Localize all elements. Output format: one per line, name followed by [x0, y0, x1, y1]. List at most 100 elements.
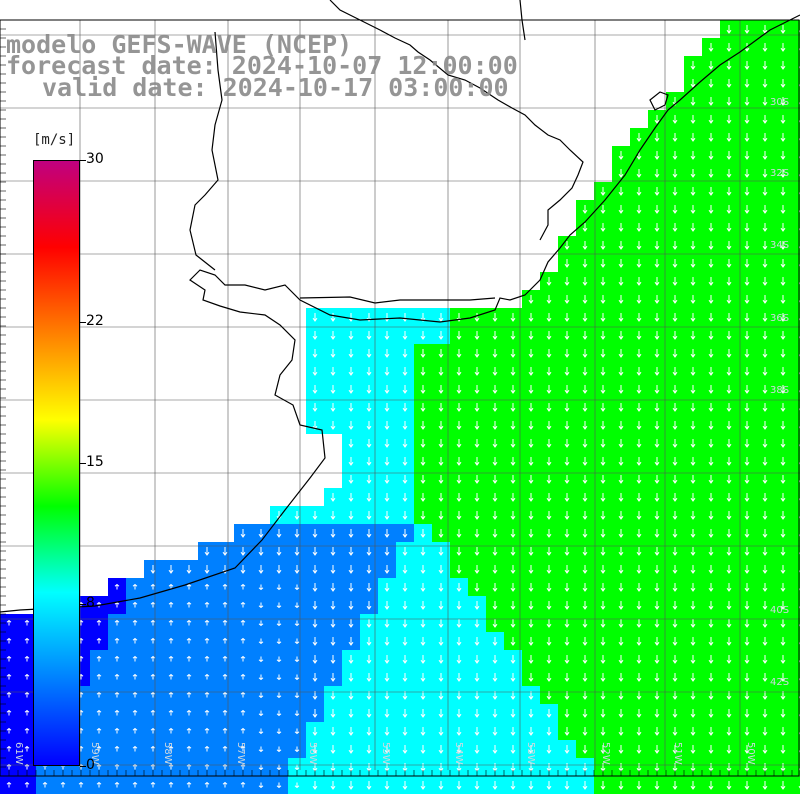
wind-arrow — [726, 223, 732, 232]
wind-arrow — [240, 655, 246, 662]
wind-arrow — [744, 637, 750, 646]
wind-arrow — [564, 619, 570, 628]
wind-arrow — [258, 746, 264, 753]
wind-arrow — [348, 601, 354, 610]
wind-arrow — [168, 637, 174, 644]
wind-arrow — [780, 637, 786, 646]
wind-arrow — [762, 97, 768, 106]
wind-arrow — [384, 619, 390, 628]
wind-arrow — [402, 493, 408, 502]
wind-arrow — [600, 637, 606, 646]
wind-arrow — [420, 583, 426, 592]
wind-arrow — [330, 565, 336, 574]
wind-arrow — [672, 565, 678, 574]
wind-arrow — [636, 673, 642, 682]
wind-arrow — [420, 421, 426, 430]
wind-arrow — [762, 529, 768, 538]
wind-arrow — [510, 331, 516, 340]
wind-arrow — [744, 691, 750, 700]
wind-arrow — [726, 601, 732, 610]
wind-arrow — [420, 439, 426, 448]
wind-arrow — [528, 385, 534, 394]
wind-arrow — [672, 511, 678, 520]
wind-arrow — [258, 728, 264, 735]
wind-arrow — [474, 421, 480, 430]
wind-cell — [792, 128, 800, 146]
wind-arrow — [618, 151, 624, 160]
wind-arrow — [708, 385, 714, 394]
wind-speed-field — [0, 20, 800, 794]
wind-arrow — [204, 709, 210, 716]
wind-arrow — [618, 727, 624, 736]
wind-arrow — [60, 781, 66, 788]
wind-arrow — [402, 421, 408, 430]
wind-arrow — [492, 745, 498, 754]
wind-arrow — [312, 601, 318, 610]
wind-arrow — [780, 331, 786, 340]
wind-arrow — [438, 619, 444, 628]
wind-arrow — [564, 331, 570, 340]
wind-arrow — [384, 529, 390, 538]
wind-arrow — [276, 692, 282, 699]
wind-arrow — [204, 727, 210, 734]
wind-arrow — [474, 349, 480, 358]
wind-arrow — [330, 529, 336, 538]
wind-arrow — [294, 746, 300, 753]
wind-arrow — [744, 133, 750, 142]
wind-arrow — [582, 709, 588, 718]
wind-arrow — [546, 529, 552, 538]
wind-arrow — [780, 25, 786, 34]
wind-arrow — [726, 511, 732, 520]
wind-arrow — [600, 259, 606, 268]
longitude-label: 50W — [745, 742, 756, 765]
wind-arrow — [96, 691, 102, 698]
wind-arrow — [420, 745, 426, 754]
wind-arrow — [654, 241, 660, 250]
wind-arrow — [780, 97, 786, 106]
wind-arrow — [600, 511, 606, 520]
wind-arrow — [582, 727, 588, 736]
wind-arrow — [222, 637, 228, 644]
wind-cell — [792, 92, 800, 110]
wind-arrow — [708, 79, 714, 88]
wind-arrow — [762, 169, 768, 178]
wind-arrow — [114, 709, 120, 716]
wind-arrow — [636, 169, 642, 178]
wind-arrow — [168, 781, 174, 788]
wind-arrow — [438, 511, 444, 520]
wind-arrow — [204, 655, 210, 662]
coastline — [0, 0, 800, 613]
wind-arrow — [636, 583, 642, 592]
wind-arrow — [240, 709, 246, 716]
wind-arrow — [654, 151, 660, 160]
wind-arrow — [744, 331, 750, 340]
wind-arrow — [672, 601, 678, 610]
wind-arrow — [348, 781, 354, 790]
wind-arrow — [276, 710, 282, 717]
wind-arrow — [726, 421, 732, 430]
wind-arrow — [600, 439, 606, 448]
wind-arrow — [348, 385, 354, 394]
wind-arrow — [780, 583, 786, 592]
wind-arrow — [690, 529, 696, 538]
longitude-label: 59W — [89, 742, 100, 765]
wind-arrow — [384, 385, 390, 394]
wind-arrow — [492, 547, 498, 556]
wind-arrow — [654, 529, 660, 538]
wind-cell — [792, 506, 800, 524]
wind-arrow — [222, 727, 228, 734]
wind-arrow — [690, 691, 696, 700]
wind-arrow — [438, 745, 444, 754]
wind-arrow — [294, 638, 300, 645]
wind-arrow — [690, 421, 696, 430]
wind-arrow — [564, 349, 570, 358]
wind-arrow — [474, 493, 480, 502]
wind-arrow — [618, 475, 624, 484]
latitude-label: 40S — [770, 605, 789, 616]
wind-arrow — [114, 637, 120, 644]
wind-arrow — [726, 727, 732, 736]
wind-cell — [792, 650, 800, 668]
wind-arrow — [762, 187, 768, 196]
wind-arrow — [780, 313, 786, 322]
wind-arrow — [654, 439, 660, 448]
